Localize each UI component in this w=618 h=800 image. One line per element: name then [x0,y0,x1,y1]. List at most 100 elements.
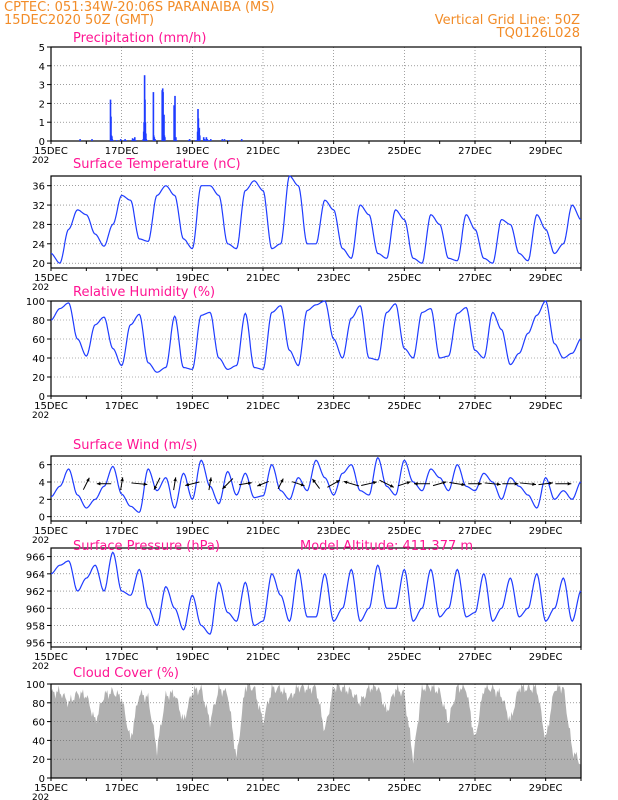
precip-bar [199,135,201,141]
xtick-label-rh-7: 29DEC [529,401,563,412]
xtick-label-wind-0: 15DEC [34,526,68,537]
ytick-label-precip-4: 4 [39,62,45,73]
precip-bar [162,92,164,141]
header-model-id: TQ0126L028 [496,26,580,41]
xtick-year-precip: 202 [32,156,49,166]
wind-arrow-head [461,482,466,487]
xtick-label-cloud-7: 29DEC [529,783,563,794]
precip-bar [221,139,224,141]
precip-bar [91,139,93,141]
wind-arrow-head [208,477,213,482]
ytick-label-temp-2: 28 [32,220,45,231]
precip-bar [205,137,208,141]
precip-bar [188,139,191,141]
ytick-label-rh-2: 40 [32,354,45,365]
precip-bar [134,137,136,141]
precip-bar [112,140,114,141]
xtick-label-wind-2: 19DEC [175,526,209,537]
xtick-year-temp: 202 [32,283,49,293]
precip-bar [204,140,207,141]
header-date: 15DEC2020 50Z (GMT) [4,13,155,28]
panel-title-rh: Relative Humidity (%) [73,285,215,300]
wind-arrow-head [372,481,377,485]
wind-arrow-head [300,483,305,487]
precip-bar [223,139,226,141]
precip-bar [175,140,178,141]
ytick-label-press-4: 964 [26,570,45,581]
ytick-label-cloud-2: 40 [32,736,45,747]
precip-bar [198,127,201,141]
ytick-label-press-0: 956 [26,639,45,650]
xtick-label-cloud-1: 17DEC [105,783,139,794]
xtick-label-wind-7: 29DEC [529,526,563,537]
series-line-temp [50,175,582,264]
precip-bar [187,140,190,141]
wind-arrow-head [532,482,536,486]
ytick-label-rh-5: 100 [26,297,45,308]
precip-bar [132,139,134,141]
panel-title-press: Surface Pressure (hPa) [73,539,220,554]
precip-bar [123,140,125,141]
panel-frame-wind [50,455,582,522]
xtick-label-temp-1: 17DEC [105,273,139,284]
precip-bar [145,139,148,141]
ytick-label-temp-4: 36 [32,182,45,193]
ytick-label-rh-4: 80 [32,316,45,327]
wind-arrow-head [549,481,553,485]
xtick-label-wind-1: 17DEC [105,526,139,537]
precip-bar [125,140,127,141]
ytick-label-rh-1: 20 [32,373,45,384]
xtick-label-temp-6: 27DEC [458,273,492,284]
ytick-label-cloud-0: 0 [39,774,45,785]
wind-arrow-head [154,485,158,490]
precip-bar [111,136,113,141]
precip-bar [119,139,122,141]
xtick-label-precip-7: 29DEC [529,146,563,157]
xtick-label-temp-4: 23DEC [317,273,351,284]
xtick-label-cloud-4: 23DEC [317,783,351,794]
xtick-label-wind-4: 23DEC [317,526,351,537]
wind-arrow-head [442,481,447,485]
ytick-label-press-3: 962 [26,587,45,598]
ytick-label-press-2: 960 [26,604,45,615]
wind-arrow-head [496,482,501,486]
ytick-label-rh-3: 60 [32,335,45,346]
precip-bar [227,140,230,141]
wind-arrow-head [406,481,411,485]
ytick-label-cloud-4: 80 [32,699,45,710]
wind-arrow-head [96,482,101,486]
wind-arrow-head [389,484,394,488]
xtick-label-cloud-3: 21DEC [246,783,280,794]
precip-bar [145,133,147,141]
xtick-label-press-4: 23DEC [317,652,351,663]
wind-arrow-head [414,482,418,486]
xtick-label-cloud-2: 19DEC [175,783,209,794]
xtick-label-rh-2: 19DEC [175,401,209,412]
panel-frame-precip [50,46,582,142]
wind-arrow-head [173,477,177,482]
xtick-label-press-3: 21DEC [246,652,280,663]
ytick-label-press-1: 958 [26,621,45,632]
ytick-label-precip-5: 5 [39,43,45,54]
precip-bar [134,140,137,141]
precip-bar [154,139,156,141]
xtick-year-cloud: 202 [32,793,49,800]
header-grid-line: Vertical Grid Line: 50Z [434,13,580,28]
panel-title-cloud: Cloud Cover (%) [73,666,179,681]
panel-title-temp: Surface Temperature (nC) [73,157,241,172]
wind-arrow-head [478,482,482,486]
panel-frame-press [50,547,582,648]
wind-arrow-head [312,478,316,483]
ytick-label-rh-0: 0 [39,392,45,403]
ytick-label-wind-1: 2 [39,495,45,506]
xtick-label-temp-7: 29DEC [529,273,563,284]
ytick-label-precip-1: 1 [39,118,45,129]
precip-bar [79,139,81,141]
cloud-cover-area [51,684,581,778]
xtick-label-temp-2: 19DEC [175,273,209,284]
wind-arrow-head [514,482,519,486]
panel-frame-rh [50,300,582,397]
xtick-label-wind-3: 21DEC [246,526,280,537]
precip-bar [175,137,177,141]
series-line-rh [50,300,582,373]
